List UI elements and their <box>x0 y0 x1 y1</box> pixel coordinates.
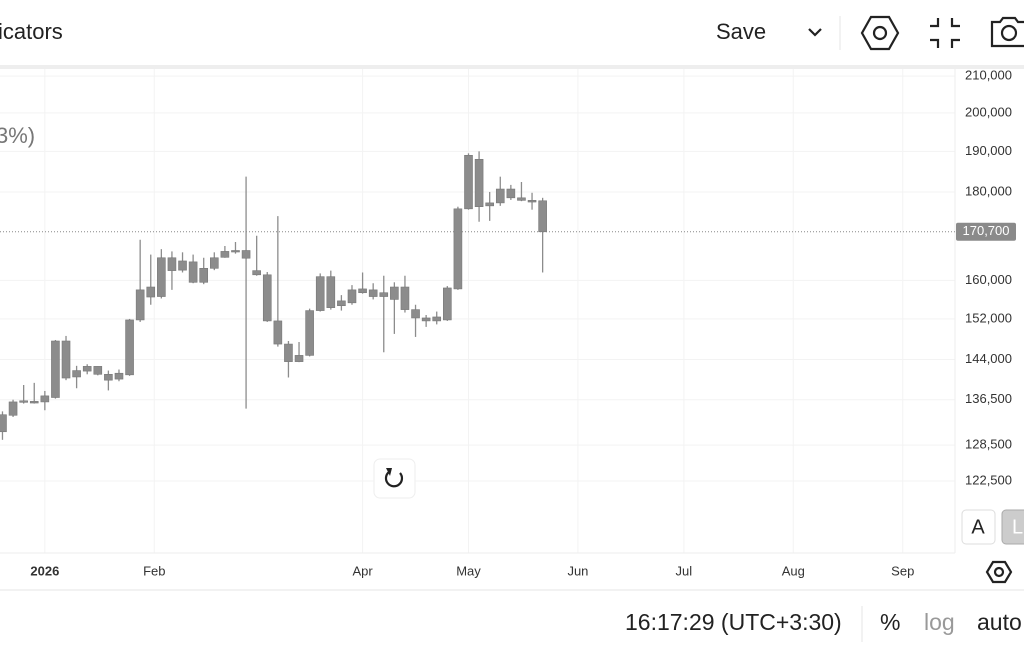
candle-body <box>506 188 516 199</box>
candle-body <box>93 366 103 375</box>
y-tick-label: 180,000 <box>965 183 1012 198</box>
candle-body <box>368 289 378 297</box>
candle-body <box>305 310 314 356</box>
toolbar <box>0 0 1024 65</box>
y-tick-label: 152,000 <box>965 310 1012 325</box>
y-tick-label: 144,000 <box>965 351 1012 366</box>
candle-body <box>241 250 251 259</box>
candle-body <box>231 250 240 253</box>
x-tick-label: May <box>456 563 481 578</box>
fullscreen-icon[interactable] <box>930 18 960 48</box>
candle-body <box>527 200 537 203</box>
y-tick-label: 122,500 <box>965 472 1012 487</box>
candle-body <box>199 268 209 283</box>
screenshot-icon[interactable] <box>990 16 1024 48</box>
candle-body <box>51 340 60 398</box>
candle-body <box>157 257 166 297</box>
lock-scale-label[interactable]: L <box>1012 516 1023 538</box>
x-tick-label: Aug <box>782 563 805 578</box>
candle-body <box>453 208 463 290</box>
candle-body <box>29 401 39 404</box>
candle-body <box>8 401 18 416</box>
y-tick-label: 160,000 <box>965 272 1012 287</box>
candle-body <box>273 320 283 345</box>
candle-body <box>220 251 230 258</box>
auto-scale-label[interactable]: A <box>971 516 985 538</box>
candle-body <box>19 400 28 403</box>
candle-body <box>347 289 357 304</box>
auto-scale-button[interactable] <box>961 509 996 545</box>
auto-toggle[interactable]: auto <box>977 609 1022 635</box>
x-tick-label: Jul <box>676 563 693 578</box>
x-tick-label: Jun <box>567 563 588 578</box>
last-price-label: 170,700 <box>963 223 1010 238</box>
candle-body <box>125 319 134 376</box>
candle-body <box>400 286 410 310</box>
clock: 16:17:29 (UTC+3:30) <box>625 609 842 635</box>
candle-body <box>72 370 81 378</box>
log-toggle[interactable]: log <box>924 609 955 635</box>
axis-settings-icon[interactable] <box>985 560 1013 584</box>
x-tick-label: Apr <box>352 563 373 578</box>
candle-body <box>411 309 420 319</box>
candle-body <box>517 197 526 201</box>
candle-body <box>61 340 71 379</box>
candle-body <box>0 414 7 433</box>
candle-body <box>485 202 494 207</box>
toolbar-shadow <box>0 65 1024 69</box>
candle-body <box>390 286 399 300</box>
y-tick-label: 200,000 <box>965 104 1012 119</box>
candle-body <box>432 316 442 322</box>
reset-chart-button[interactable] <box>373 458 416 499</box>
candle-body <box>421 317 431 322</box>
candle-body <box>135 289 145 321</box>
candle-body <box>40 395 50 403</box>
candle-body <box>538 200 547 233</box>
save-button[interactable]: Save <box>716 19 766 44</box>
candle-body <box>210 257 219 269</box>
candle-body <box>379 292 389 297</box>
save-menu-chevron[interactable] <box>808 28 822 37</box>
y-tick-label: 128,500 <box>965 437 1012 452</box>
candle-body <box>262 274 272 322</box>
candle-body <box>146 286 156 298</box>
y-tick-label: 136,500 <box>965 391 1012 406</box>
x-tick-label: Feb <box>143 563 165 578</box>
settings-icon[interactable] <box>860 15 900 51</box>
candle-body <box>104 373 113 381</box>
candle-body <box>474 158 484 208</box>
percent-toggle[interactable]: % <box>880 609 900 635</box>
x-tick-label: 2026 <box>30 563 59 578</box>
candle-body <box>315 276 325 311</box>
candle-body <box>326 276 336 308</box>
candle-body <box>114 372 124 380</box>
candle-body <box>495 188 505 204</box>
candle-body <box>337 300 346 307</box>
candle-body <box>284 343 293 362</box>
candle-body <box>178 260 187 271</box>
candle-body <box>252 270 261 276</box>
lock-scale-button[interactable] <box>1001 509 1024 545</box>
candle-body <box>358 288 367 294</box>
candle-body <box>443 287 452 321</box>
last-price-tag <box>956 222 1016 241</box>
legend-fragment: 3%) <box>0 123 35 148</box>
indicators-button[interactable]: icators <box>0 19 63 44</box>
candle-body <box>188 261 198 283</box>
y-tick-label: 210,000 <box>965 68 1012 83</box>
y-tick-label: 190,000 <box>965 143 1012 158</box>
candle-body <box>294 355 304 362</box>
candle-body <box>464 155 473 210</box>
candle-body <box>82 366 92 372</box>
plot <box>0 68 956 554</box>
x-tick-label: Sep <box>891 563 914 578</box>
candle-body <box>167 257 177 271</box>
